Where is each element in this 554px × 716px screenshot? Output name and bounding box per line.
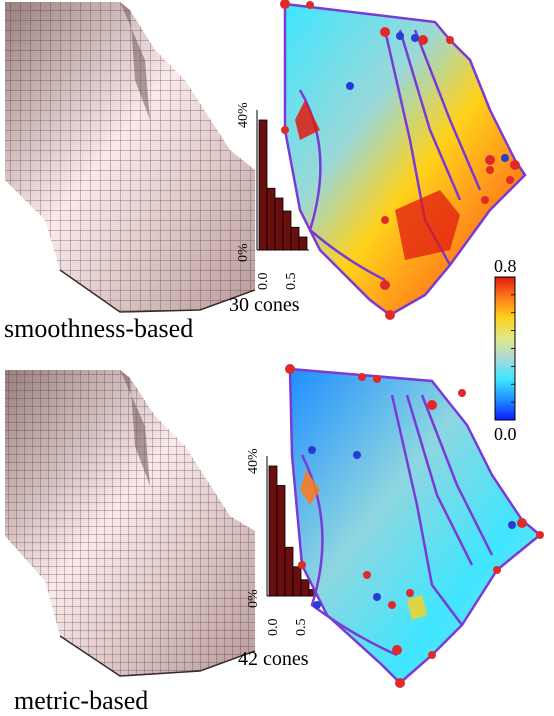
histogram-ytick-top-smoothness: 40% (236, 102, 251, 128)
field-render-smoothness (280, 0, 527, 320)
histogram-bar-smoothness-0 (258, 119, 268, 251)
histogram-ytick-bottom-smoothness: 0% (236, 243, 251, 262)
row-label-smoothness: smoothness-based (4, 314, 194, 343)
histogram-smoothness (256, 110, 309, 251)
histogram-xtick-0-smoothness: 0.0 (256, 272, 271, 291)
cones-count-metric: 42 cones (238, 648, 309, 670)
colorbar (494, 276, 516, 421)
mesh-render-smoothness (5, 2, 256, 313)
colorbar-min-label: 0.0 (494, 424, 517, 444)
mesh-render-metric (5, 370, 256, 677)
histogram-bar-metric-1 (276, 485, 286, 597)
cones-count-smoothness: 30 cones (229, 294, 300, 316)
row-label-metric: metric-based (14, 686, 149, 715)
histogram-metric (266, 456, 319, 597)
colorbar-max-label: 0.8 (494, 256, 517, 276)
field-render-metric (285, 364, 544, 688)
histogram-bar-smoothness-5 (298, 236, 308, 251)
histogram-bar-metric-4 (300, 579, 310, 597)
histogram-ytick-top-metric: 40% (246, 448, 261, 474)
histogram-bar-metric-0 (268, 465, 278, 597)
histogram-xtick-0-metric: 0.0 (266, 618, 281, 637)
histogram-ytick-bottom-metric: 0% (246, 589, 261, 608)
histogram-bar-smoothness-1 (266, 187, 276, 251)
